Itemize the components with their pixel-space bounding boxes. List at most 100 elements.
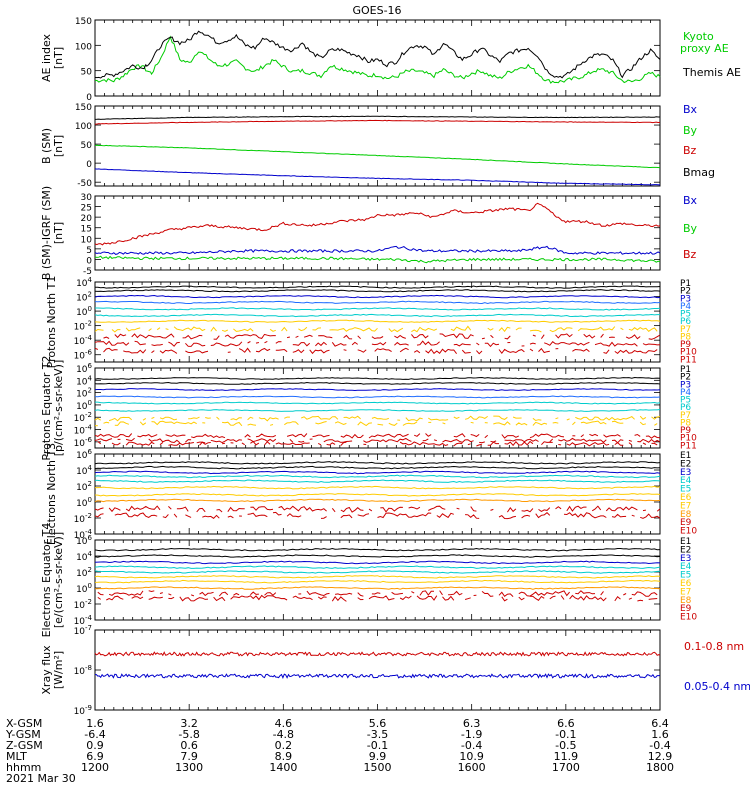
channel-line-p8 [450, 325, 472, 332]
series-line-themis-ae [94, 30, 661, 79]
y-axis-label: Electrons Equator T4[e/(cm²-s-sr-keV)] [40, 523, 65, 638]
channel-line-p9 [303, 334, 313, 338]
channel-line-p10 [479, 441, 485, 444]
x-row-label-y-gsm: Y-GSM [5, 728, 41, 741]
channel-line-p8 [580, 420, 607, 425]
channel-line-e9 [368, 508, 373, 512]
channel-line-e9 [490, 508, 494, 511]
x-row-value: 0.2 [275, 739, 293, 752]
channel-line-p10 [594, 341, 638, 347]
channel-line-p9 [368, 433, 409, 439]
legend-e10: E10 [680, 613, 697, 623]
channel-line-e9 [591, 505, 602, 512]
channel-line-p10 [196, 441, 206, 444]
channel-line-e10 [442, 595, 455, 601]
channel-line-p9 [439, 333, 474, 339]
channel-line-p11 [343, 349, 347, 351]
channel-line-p8 [532, 421, 548, 426]
channel-line-e9 [199, 591, 214, 597]
channel-line-p9 [114, 333, 127, 339]
legend-p6: P6 [680, 317, 691, 327]
channel-line-p9 [371, 336, 384, 340]
channel-line-p11 [309, 349, 330, 355]
channel-line-e9 [605, 506, 638, 512]
channel-line-p7 [284, 416, 290, 419]
channel-line-p10 [476, 342, 480, 346]
channel-line-e10 [611, 513, 627, 518]
channel-line-p11 [651, 442, 658, 446]
y-tick-label: 102 [76, 387, 92, 400]
channel-line-e10 [529, 595, 545, 601]
channel-line-p10 [628, 439, 632, 442]
channel-line-e9 [168, 506, 172, 510]
channel-line-p10 [642, 343, 661, 346]
channel-line-e7 [94, 493, 661, 497]
channel-line-e10 [162, 514, 169, 519]
channel-line-p9 [583, 333, 596, 339]
channel-line-p10 [168, 341, 180, 347]
channel-line-p8 [611, 420, 624, 424]
channel-line-p9 [580, 434, 585, 438]
channel-line-e10 [106, 595, 124, 601]
channel-line-p8 [247, 423, 257, 426]
legend-e8: E8 [680, 510, 692, 520]
channel-line-e9 [428, 505, 446, 511]
channel-line-e9 [518, 590, 570, 597]
channel-line-p11 [292, 349, 305, 354]
x-row-value: 11.9 [554, 750, 579, 763]
channel-line-p4 [94, 395, 661, 399]
channel-line-p11 [476, 350, 483, 355]
channel-line-p10 [549, 438, 554, 443]
channel-line-p11 [453, 442, 463, 447]
channel-line-p11 [642, 442, 647, 445]
channel-line-p10 [315, 341, 327, 347]
channel-line-p11 [614, 441, 624, 446]
channel-line-p9 [213, 335, 220, 340]
legend-e3: E3 [680, 468, 691, 478]
channel-line-e9 [408, 506, 421, 510]
channel-line-e10 [272, 511, 282, 516]
channel-line-p11 [241, 442, 245, 446]
channel-line-p7 [188, 416, 200, 420]
channel-line-p8 [654, 423, 658, 426]
x-row-value: 3.2 [180, 717, 198, 730]
channel-line-p8 [388, 422, 398, 426]
y-tick-label: 10-2 [74, 411, 92, 424]
channel-line-e9 [419, 590, 434, 596]
channel-line-p7 [142, 417, 147, 421]
channel-line-p11 [413, 349, 421, 354]
x-row-value: -0.1 [367, 739, 388, 752]
channel-line-e1 [94, 461, 661, 465]
channel-line-p11 [123, 349, 147, 354]
channel-line-p8 [148, 328, 152, 332]
channel-line-e10 [331, 595, 347, 602]
channel-line-e9 [108, 590, 144, 596]
channel-line-p7 [464, 415, 488, 420]
x-row-value: -0.5 [555, 739, 576, 752]
legend-p8: P8 [680, 418, 691, 428]
channel-line-e10 [368, 595, 395, 601]
channel-line-p11 [504, 440, 534, 447]
legend-kyoto-proxy-ae: Kyoto proxy AE [680, 30, 729, 55]
x-row-value: 7.9 [180, 750, 198, 763]
x-row-label-mlt: MLT [6, 750, 27, 763]
channel-line-e9 [566, 505, 587, 512]
channel-line-p8 [515, 327, 522, 331]
x-row-label-hhmm: hhmm [6, 761, 41, 774]
channel-line-e9 [97, 591, 104, 596]
channel-line-e9 [227, 506, 245, 512]
legend-p9: P9 [680, 340, 691, 350]
channel-line-e9 [218, 591, 229, 597]
x-row-value: -0.4 [649, 739, 670, 752]
channel-line-e3 [94, 560, 661, 565]
y-tick-label: 106 [76, 448, 92, 461]
legend-e9: E9 [680, 518, 692, 528]
channel-line-p9 [425, 433, 432, 437]
channel-line-e9 [623, 593, 627, 596]
y-tick-label: 100 [76, 305, 92, 318]
channel-line-e9 [264, 592, 277, 596]
channel-line-e10 [292, 595, 313, 601]
y-tick-label: 10-7 [74, 624, 92, 637]
y-tick-label: 10-4 [74, 424, 93, 437]
y-axis-label: AE index[nT] [40, 33, 65, 82]
